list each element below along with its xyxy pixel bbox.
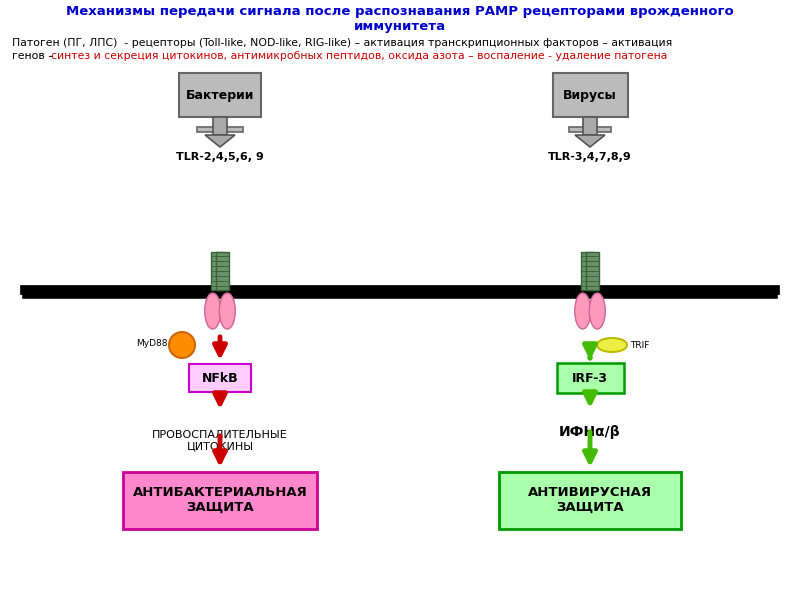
Text: иммунитета: иммунитета	[354, 20, 446, 33]
Text: IRF-3: IRF-3	[572, 371, 608, 385]
Bar	[583, 117, 597, 135]
Text: NFkB: NFkB	[202, 371, 238, 385]
Ellipse shape	[597, 338, 627, 352]
Text: генов –: генов –	[12, 51, 58, 61]
Bar	[198, 127, 242, 132]
FancyBboxPatch shape	[557, 363, 623, 393]
FancyBboxPatch shape	[179, 73, 261, 117]
Ellipse shape	[590, 293, 606, 329]
Text: АНТИВИРУСНАЯ
ЗАЩИТА: АНТИВИРУСНАЯ ЗАЩИТА	[528, 486, 652, 514]
Bar	[586, 117, 594, 127]
Text: Механизмы передачи сигнала после распознавания РАМР рецепторами врожденного: Механизмы передачи сигнала после распозн…	[66, 5, 734, 18]
Text: TLR-2,4,5,6, 9: TLR-2,4,5,6, 9	[176, 152, 264, 162]
Text: ИФНα/β: ИФНα/β	[559, 425, 621, 439]
Text: MyD88: MyD88	[137, 338, 168, 347]
Text: АНТИБАКТЕРИАЛЬНАЯ
ЗАЩИТА: АНТИБАКТЕРИАЛЬНАЯ ЗАЩИТА	[133, 486, 307, 514]
Ellipse shape	[219, 293, 235, 329]
Text: TRIF: TRIF	[630, 340, 650, 349]
Bar	[216, 117, 224, 127]
Polygon shape	[575, 135, 605, 147]
FancyBboxPatch shape	[123, 472, 317, 529]
Text: синтез и секреция цитокинов, антимикробных пептидов, оксида азота – воспаление -: синтез и секреция цитокинов, антимикробн…	[51, 51, 667, 61]
Bar	[586, 252, 599, 290]
Ellipse shape	[205, 293, 221, 329]
FancyBboxPatch shape	[189, 364, 251, 392]
Circle shape	[169, 332, 195, 358]
Bar	[570, 127, 610, 132]
Bar	[216, 252, 229, 290]
Text: Бактерии: Бактерии	[186, 88, 254, 101]
Bar	[214, 117, 226, 135]
Text: Вирусы: Вирусы	[563, 88, 617, 101]
FancyBboxPatch shape	[553, 73, 627, 117]
Bar	[581, 252, 594, 290]
Text: TLR-3,4,7,8,9: TLR-3,4,7,8,9	[548, 152, 632, 162]
Polygon shape	[205, 135, 235, 147]
FancyBboxPatch shape	[499, 472, 681, 529]
Ellipse shape	[574, 293, 590, 329]
Text: Патоген (ПГ, ЛПС)  - рецепторы (Toll-like, NOD-like, RIG-like) – активация транс: Патоген (ПГ, ЛПС) - рецепторы (Toll-like…	[12, 38, 672, 48]
Text: ПРОВОСПАЛИТЕЛЬНЫЕ
ЦИТОКИНЫ: ПРОВОСПАЛИТЕЛЬНЫЕ ЦИТОКИНЫ	[152, 430, 288, 452]
Bar	[211, 252, 224, 290]
